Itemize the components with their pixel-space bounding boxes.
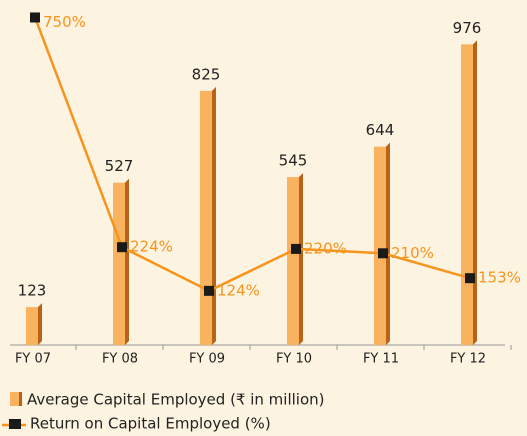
line-marker (204, 285, 214, 296)
line-marker (117, 242, 127, 253)
legend-swatch (10, 392, 19, 406)
bar (200, 90, 212, 345)
line-value-label: 153% (478, 269, 521, 287)
line-value-label: 224% (130, 238, 173, 256)
bar-side (473, 40, 477, 345)
bar-value-label: 545 (279, 152, 308, 170)
legend-marker (9, 419, 21, 429)
x-tick-label: FY 08 (102, 352, 138, 367)
line-value-label: 210% (391, 244, 434, 262)
legend-label: Average Capital Employed (₹ in million) (27, 391, 325, 409)
bar-value-label: 527 (105, 157, 134, 175)
bar (287, 177, 299, 345)
x-tick-label: FY 09 (189, 352, 225, 367)
bar-side (299, 173, 303, 345)
line-marker (30, 12, 40, 23)
line-value-label: 220% (304, 239, 347, 257)
bar-side (386, 142, 390, 345)
x-tick-label: FY 12 (450, 352, 486, 367)
bar-value-label: 976 (453, 19, 482, 37)
bar (374, 146, 386, 345)
x-tick-label: FY 10 (276, 352, 312, 367)
bar-value-label: 123 (18, 282, 47, 300)
x-tick-label: FY 07 (15, 352, 51, 367)
bar-side (212, 86, 216, 345)
legend-label: Return on Capital Employed (%) (30, 415, 271, 433)
bar-value-label: 825 (192, 65, 221, 83)
bar (113, 182, 125, 345)
line-marker (465, 273, 475, 284)
line-value-label: 750% (43, 13, 86, 31)
line-value-label: 124% (217, 281, 260, 299)
bar-value-label: 644 (366, 121, 395, 139)
bar (26, 307, 38, 345)
line-marker (291, 243, 301, 254)
bar-side (125, 178, 129, 345)
legend-swatch-side (19, 392, 22, 406)
line (33, 17, 471, 293)
bar-side (38, 303, 42, 345)
line-marker (378, 248, 388, 259)
bar (461, 44, 473, 345)
x-tick-label: FY 11 (363, 352, 399, 367)
